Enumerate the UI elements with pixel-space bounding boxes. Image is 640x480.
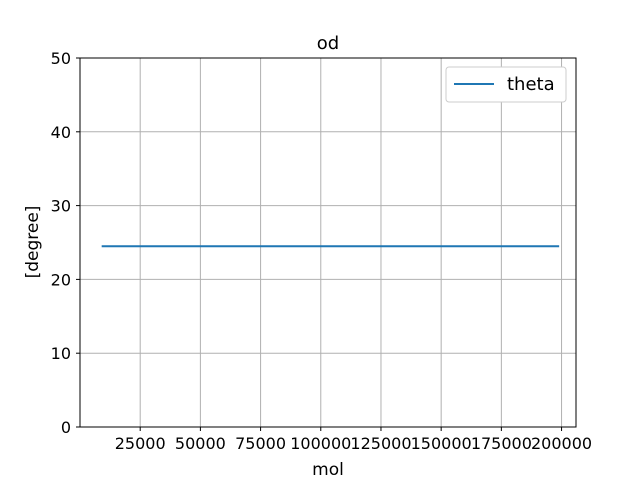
- y-tick-label: 10: [51, 344, 71, 363]
- x-tick-label: 200000: [531, 434, 592, 453]
- y-tick-label: 0: [61, 418, 71, 437]
- chart-title: od: [317, 33, 339, 54]
- y-tick-label: 20: [51, 270, 71, 289]
- x-tick-label: 25000: [115, 434, 166, 453]
- x-tick-label: 125000: [350, 434, 411, 453]
- y-tick-label: 50: [51, 49, 71, 68]
- x-axis-ticks: 25000 50000 75000 100000 125000 150000 175000 2…: [115, 427, 592, 453]
- x-tick-label: 100000: [290, 434, 351, 453]
- x-axis-label: mol: [312, 460, 344, 480]
- x-tick-label: 50000: [175, 434, 226, 453]
- y-axis-ticks: 0 10 20 30 40 50: [51, 49, 80, 437]
- y-tick-label: 30: [51, 197, 71, 216]
- y-axis-label: [degree]: [23, 206, 43, 279]
- x-tick-label: 175000: [471, 434, 532, 453]
- legend: theta: [445, 66, 567, 103]
- legend-box: [445, 66, 567, 103]
- plot-frame: [79, 57, 577, 428]
- legend-label-theta: theta: [507, 74, 555, 95]
- y-tick-label: 40: [51, 123, 71, 142]
- x-tick-label: 150000: [411, 434, 472, 453]
- grid-lines: [80, 57, 576, 428]
- x-tick-label: 75000: [235, 434, 286, 453]
